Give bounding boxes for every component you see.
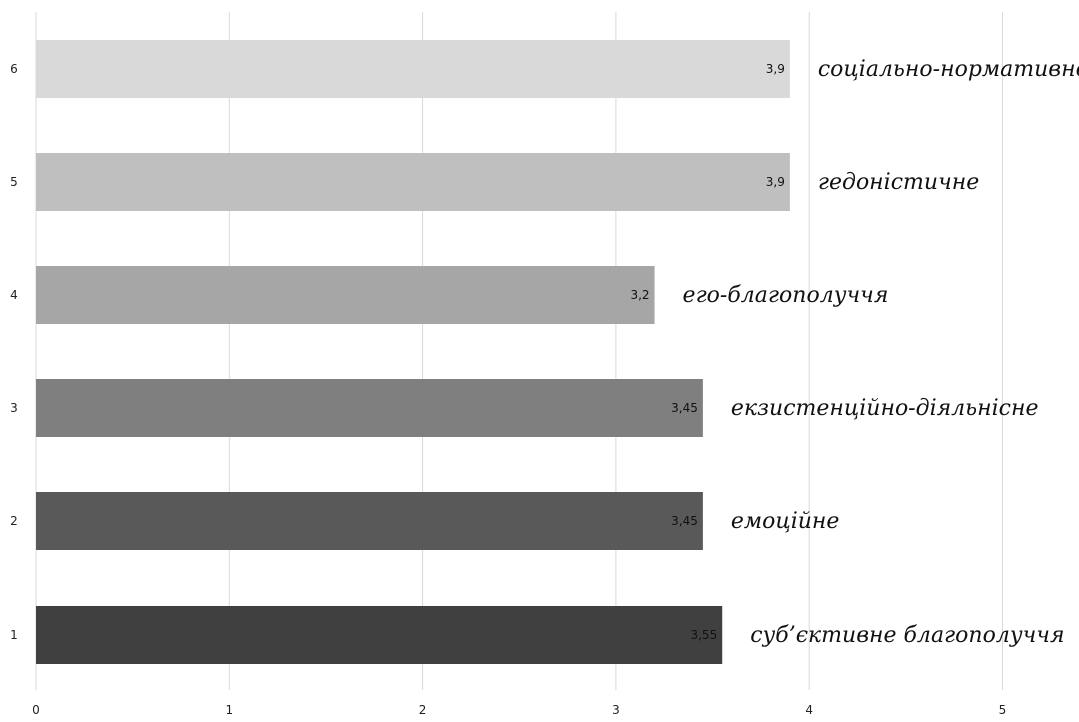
x-tick-label: 2 — [419, 703, 427, 717]
labels: 0 1 2 3 4 5 1 3,55 суб’єктивне благополуччя 2 3,45… — [10, 57, 1079, 717]
value-label: 3,9 — [766, 62, 785, 76]
y-tick-label: 4 — [10, 288, 18, 302]
bar-name-label: суб’єктивне благополуччя — [750, 623, 1064, 648]
x-tick-label: 1 — [225, 703, 233, 717]
bar-name-label: екзистенційно-діяльнісне — [731, 396, 1039, 421]
y-tick-label: 6 — [10, 62, 18, 76]
bar-name-label: емоційне — [731, 509, 840, 534]
value-label: 3,2 — [630, 288, 649, 302]
bar-name-label: соціально-нормативне — [818, 57, 1079, 82]
bar-4 — [36, 266, 655, 324]
y-tick-label: 5 — [10, 175, 18, 189]
y-tick-label: 3 — [10, 401, 18, 415]
y-tick-label: 2 — [10, 514, 18, 528]
y-tick-label: 1 — [10, 628, 18, 642]
value-label: 3,55 — [690, 628, 717, 642]
x-tick-label: 0 — [32, 703, 40, 717]
gridlines — [35, 12, 1003, 690]
x-tick-label: 4 — [805, 703, 813, 717]
value-label: 3,45 — [671, 514, 698, 528]
value-label: 3,9 — [766, 175, 785, 189]
x-tick-label: 3 — [612, 703, 620, 717]
value-label: 3,45 — [671, 401, 698, 415]
bars — [36, 40, 790, 664]
bar-5 — [36, 153, 790, 211]
bar-name-label: его-благополуччя — [683, 283, 889, 308]
bar-1 — [36, 606, 723, 664]
bar-6 — [36, 40, 790, 98]
bar-name-label: гедоністичне — [818, 170, 979, 195]
bar-2 — [36, 492, 703, 550]
bar-3 — [36, 379, 703, 437]
x-tick-label: 5 — [999, 703, 1007, 717]
